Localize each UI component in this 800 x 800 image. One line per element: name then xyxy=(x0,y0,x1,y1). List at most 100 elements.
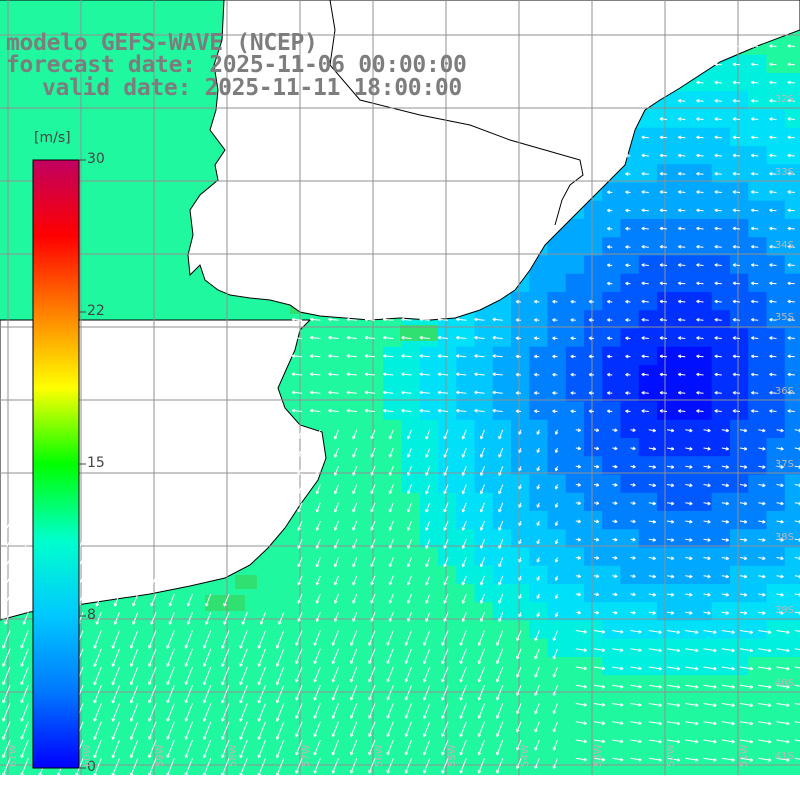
field-cell xyxy=(711,565,731,585)
wind-vector xyxy=(776,447,784,450)
wind-vector xyxy=(23,593,29,607)
wind-vector-head xyxy=(641,282,645,286)
wind-vector-head xyxy=(310,318,314,322)
field-cell xyxy=(164,36,184,56)
wind-vector xyxy=(648,648,662,652)
wind-vector-head xyxy=(291,391,295,395)
wind-vector-head xyxy=(407,601,411,604)
wind-vector-head xyxy=(221,718,225,722)
field-cell xyxy=(657,657,676,676)
field-cell xyxy=(456,456,476,476)
wind-vector-head xyxy=(443,455,447,458)
wind-vector xyxy=(721,630,735,633)
field-cell xyxy=(127,200,147,220)
wind-vector-head xyxy=(713,739,717,743)
wind-vector xyxy=(437,373,449,376)
wind-vector xyxy=(221,703,230,722)
field-cell xyxy=(419,711,439,731)
field-cell xyxy=(200,91,220,111)
wind-vector xyxy=(368,739,376,756)
field-cell xyxy=(438,474,457,494)
field-cell xyxy=(565,383,585,403)
wind-vector xyxy=(2,648,11,667)
wind-vector-head xyxy=(677,666,681,670)
field-cell xyxy=(383,711,403,731)
wind-vector xyxy=(295,721,303,737)
field-cell xyxy=(602,273,622,293)
field-cell xyxy=(511,547,530,567)
wind-vector-head xyxy=(620,703,624,706)
wind-vector-head xyxy=(352,546,356,549)
wind-vector xyxy=(714,282,722,285)
field-cell xyxy=(346,565,366,585)
wind-vector-head xyxy=(602,648,606,651)
wind-vector xyxy=(769,264,777,266)
wind-vector-head xyxy=(641,173,645,176)
wind-vector xyxy=(776,630,790,633)
wind-vector xyxy=(714,337,722,339)
wind-vector-head xyxy=(425,546,429,549)
wind-vector xyxy=(787,227,795,230)
wind-vector xyxy=(769,154,777,157)
wind-vector-head xyxy=(614,592,618,596)
field-cell xyxy=(784,529,800,549)
wind-vector-head xyxy=(732,300,736,304)
wind-vector-head xyxy=(419,337,423,340)
wind-vector-head xyxy=(462,601,466,604)
field-cell xyxy=(784,438,800,457)
field-cell xyxy=(657,146,676,165)
field-cell xyxy=(584,237,603,257)
wind-vector-head xyxy=(478,734,482,737)
field-cell xyxy=(365,365,384,384)
field-cell xyxy=(292,346,311,366)
field-cell xyxy=(693,584,713,603)
wind-vector-head xyxy=(462,473,466,476)
field-cell xyxy=(584,711,603,731)
field-cell xyxy=(456,511,476,530)
wind-vector-head xyxy=(620,684,624,688)
field-cell xyxy=(474,565,494,585)
field-cell xyxy=(620,547,640,567)
wind-vector-head xyxy=(114,622,118,625)
wind-vector xyxy=(534,685,540,696)
wind-vector xyxy=(258,721,266,740)
wind-vector-head xyxy=(780,538,784,541)
field-cell xyxy=(164,91,184,111)
field-cell xyxy=(492,565,512,585)
wind-vector xyxy=(498,557,504,567)
wind-vector-head xyxy=(346,410,350,413)
wind-vector-head xyxy=(332,679,336,683)
field-cell xyxy=(730,584,749,603)
field-cell xyxy=(620,237,640,257)
field-cell xyxy=(456,383,476,403)
wind-vector xyxy=(456,355,467,358)
wind-vector-head xyxy=(677,739,681,743)
wind-vector-head xyxy=(658,703,662,706)
field-cell xyxy=(401,492,421,512)
wind-vector xyxy=(93,739,102,758)
field-cell xyxy=(547,310,567,330)
field-cell xyxy=(54,18,74,38)
field-cell xyxy=(675,164,695,184)
field-cell xyxy=(584,456,603,476)
wind-vector xyxy=(787,337,795,339)
wind-vector xyxy=(316,539,321,549)
wind-vector-head xyxy=(732,100,736,103)
field-cell xyxy=(730,146,749,165)
wind-vector-head xyxy=(352,509,356,513)
field-cell xyxy=(766,109,786,129)
wind-vector xyxy=(441,685,449,701)
field-cell xyxy=(730,328,749,348)
field-cell xyxy=(383,456,403,476)
wind-vector xyxy=(443,466,449,476)
wind-vector-head xyxy=(696,410,700,413)
wind-vector xyxy=(389,502,394,513)
wind-vector xyxy=(419,337,430,339)
field-cell xyxy=(109,182,129,202)
wind-vector xyxy=(332,703,339,719)
wind-vector xyxy=(459,630,467,646)
wind-vector-head xyxy=(148,737,152,740)
wind-vector-head xyxy=(496,734,500,737)
field-cell xyxy=(675,146,695,165)
field-cell xyxy=(748,511,768,530)
